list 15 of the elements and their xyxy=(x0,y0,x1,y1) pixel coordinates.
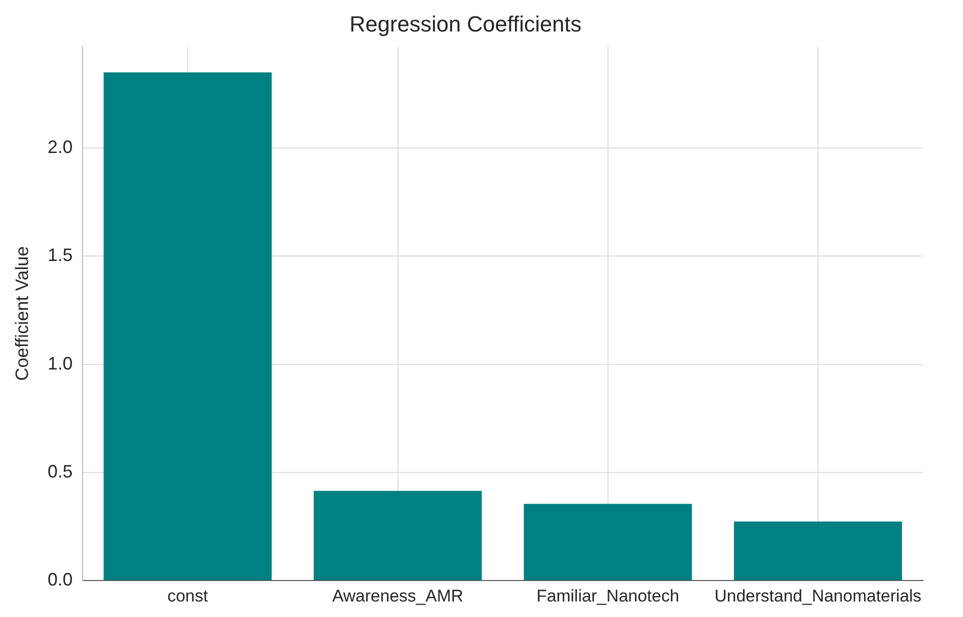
bar xyxy=(314,490,482,580)
x-tick-label: Understand_Nanomaterials xyxy=(714,586,922,606)
y-tick-label: 1.0 xyxy=(48,353,73,374)
x-tick-label: Familiar_Nanotech xyxy=(536,586,680,606)
bar xyxy=(104,72,272,580)
bar xyxy=(734,522,902,580)
bar xyxy=(524,504,692,580)
y-axis-title: Coefficient Value xyxy=(12,246,32,381)
x-tick-label: const xyxy=(167,586,208,606)
y-tick-label: 0.5 xyxy=(48,461,73,482)
x-tick-label: Awareness_AMR xyxy=(332,586,464,606)
y-tick-label: 1.5 xyxy=(48,245,73,266)
y-tick-label: 0.0 xyxy=(48,570,73,590)
y-tick-label: 2.0 xyxy=(48,137,73,158)
chart-title: Regression Coefficients xyxy=(350,11,582,36)
